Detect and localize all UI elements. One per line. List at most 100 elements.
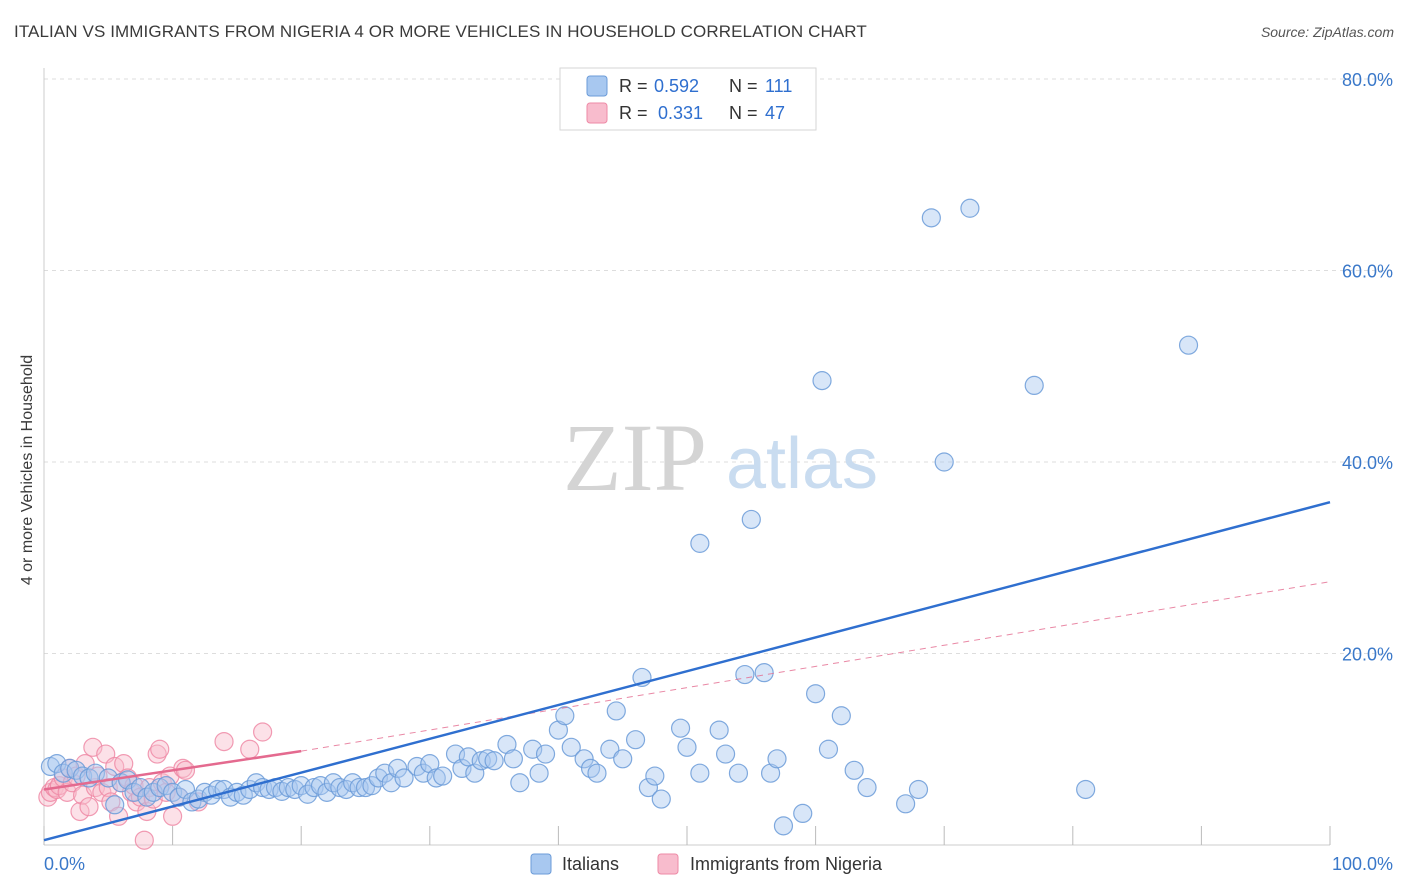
legend-swatch-nigeria — [586, 102, 608, 124]
italians-point — [535, 744, 556, 764]
legend-r-value-italians: 0.592 — [654, 76, 699, 96]
italians-point — [600, 739, 620, 759]
italians-point — [529, 763, 549, 783]
italians-trendline — [43, 501, 1331, 842]
italians-point — [812, 371, 832, 391]
italians-point — [760, 763, 781, 783]
italians-point — [645, 766, 665, 786]
legend-r-value-nigeria: 0.331 — [658, 103, 703, 123]
y-tick-label: 80.0% — [1342, 70, 1393, 90]
italians-point — [638, 777, 659, 798]
italians-point — [767, 749, 787, 769]
legend-r-label-nigeria: R = — [619, 103, 648, 123]
italians-point — [709, 720, 729, 740]
y-axis-label: 4 or more Vehicles in Household — [19, 354, 36, 586]
italians-point — [613, 749, 633, 769]
italians-point — [1178, 335, 1199, 355]
y-tick-label: 40.0% — [1342, 453, 1393, 473]
nigeria-point — [134, 830, 154, 850]
legend-n-value-nigeria: 47 — [765, 103, 785, 123]
nigeria-point — [79, 797, 99, 817]
italians-point — [677, 737, 697, 757]
x-tick-label: 100.0% — [1332, 854, 1393, 874]
italians-point — [670, 718, 691, 738]
italians-point — [555, 706, 575, 726]
italians-point — [818, 739, 839, 759]
italians-point — [773, 816, 794, 836]
nigeria-point — [240, 739, 260, 759]
italians-point — [805, 684, 826, 704]
italians-point — [317, 782, 337, 802]
italians-point — [831, 706, 851, 726]
axes — [43, 68, 1331, 846]
italians-point — [433, 766, 453, 786]
bottom-legend-swatch-nigeria — [657, 853, 679, 875]
nigeria-trendline-extended — [301, 581, 1331, 752]
italians-point — [844, 760, 864, 780]
italians-point — [728, 763, 749, 783]
italians-point — [606, 701, 626, 721]
italians-point — [735, 664, 755, 685]
bottom-legend-swatch-italians — [530, 853, 552, 875]
italians-point — [105, 795, 125, 815]
watermark: ZIP atlas — [563, 404, 878, 511]
italians-point — [857, 777, 877, 798]
italians-point — [960, 198, 980, 218]
italians-point — [690, 763, 710, 783]
legend-n-label-italians: N = — [729, 76, 758, 96]
nigeria-point — [114, 754, 134, 774]
italians-point — [458, 747, 478, 767]
grid-lines — [44, 78, 1392, 654]
bottom-legend-label-nigeria: Immigrants from Nigeria — [690, 854, 883, 874]
italians-point — [47, 754, 67, 774]
italians-point — [362, 776, 382, 796]
legend-n-label-nigeria: N = — [729, 103, 758, 123]
italians-point — [896, 794, 916, 814]
italians-point — [548, 720, 569, 740]
italians-point — [497, 734, 517, 755]
bottom-legend: Italians Immigrants from Nigeria — [530, 853, 883, 875]
italians-point — [934, 452, 954, 472]
italians-point — [452, 758, 472, 779]
italians-point — [715, 744, 736, 764]
italians-point — [625, 730, 646, 750]
italians-point — [561, 737, 581, 757]
italians-point — [375, 763, 395, 783]
nigeria-point — [70, 801, 90, 822]
italians-point — [420, 754, 440, 774]
italians-point — [921, 208, 941, 228]
italians-point — [465, 763, 485, 783]
italians-point — [741, 509, 761, 530]
nigeria-point — [150, 739, 170, 759]
italians-point — [1076, 779, 1096, 800]
trendlines — [43, 501, 1331, 842]
italians-point — [908, 779, 929, 800]
italians-point — [574, 749, 594, 769]
nigeria-point — [253, 722, 273, 742]
italians-point — [484, 751, 504, 771]
y-axis-label-wrap: 4 or more Vehicles in Household — [16, 320, 40, 620]
italians-point — [651, 789, 671, 809]
y-tick-label: 60.0% — [1342, 262, 1393, 282]
italians-point — [413, 763, 433, 783]
italians-point — [388, 758, 408, 779]
legend-n-value-italians: 111 — [765, 76, 792, 96]
italians-point — [523, 739, 543, 759]
chart-title: ITALIAN VS IMMIGRANTS FROM NIGERIA 4 OR … — [14, 22, 867, 41]
tick-labels: 20.0% 40.0% 60.0% 80.0% 0.0% 100.0% — [44, 70, 1393, 874]
italians-point — [510, 773, 530, 793]
nigeria-trendline — [43, 749, 302, 791]
bottom-legend-label-italians: Italians — [562, 854, 619, 874]
italians-point — [169, 787, 189, 807]
italians-point — [587, 763, 607, 783]
italians-point — [754, 663, 774, 683]
x-tick-label: 0.0% — [44, 854, 85, 874]
italians-point — [394, 768, 414, 788]
italians-point — [503, 749, 523, 769]
italians-point — [130, 777, 151, 798]
italians-point — [381, 773, 401, 793]
watermark-zip: ZIP — [563, 404, 707, 511]
top-legend: R = 0.592 N = 111 R = 0.331 N = 47 — [559, 67, 817, 131]
nigeria-point — [163, 806, 183, 826]
